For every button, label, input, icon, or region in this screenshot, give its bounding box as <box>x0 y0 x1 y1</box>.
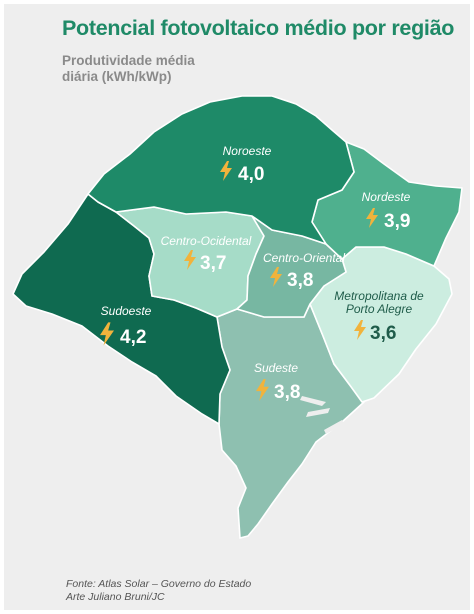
subtitle-line-1: Produtividade média <box>62 53 195 68</box>
label-sudeste: Sudeste 3,8 <box>254 361 300 403</box>
region-name: Metropolitana de <box>334 289 424 303</box>
region-name: Noroeste <box>223 144 272 158</box>
label-noroeste: Noroeste 4,0 <box>220 144 272 185</box>
region-value: 4,0 <box>238 164 264 185</box>
subtitle-line-2: diária (kWh/kWp) <box>62 69 172 84</box>
label-metropolitana: Metropolitana de Porto Alegre 3,6 <box>334 289 424 344</box>
label-sudoeste: Sudoeste 4,2 <box>100 304 152 348</box>
region-name: Nordeste <box>362 190 411 204</box>
coastal-wetland-marks <box>300 396 344 434</box>
infographic-card: Potencial fotovoltaico médio por região … <box>4 4 470 610</box>
label-centro-oriental: Centro-Oriental 3,8 <box>263 251 345 291</box>
region-value: 3,8 <box>287 270 313 291</box>
region-name-line-2: Porto Alegre <box>346 302 413 316</box>
region-name: Centro-Oriental <box>263 251 345 265</box>
region-value: 3,8 <box>274 382 300 403</box>
region-name: Sudoeste <box>101 304 152 318</box>
source-text: Fonte: Atlas Solar – Governo do Estado <box>66 578 252 590</box>
page-title: Potencial fotovoltaico médio por região <box>62 16 455 40</box>
source-credit: Fonte: Atlas Solar – Governo do Estado A… <box>66 578 251 604</box>
region-name: Centro-Ocidental <box>161 234 252 248</box>
region-value: 4,2 <box>120 327 146 348</box>
credit-text: Arte Juliano Bruni/JC <box>66 591 165 603</box>
region-value: 3,7 <box>200 253 226 274</box>
map-subtitle: Produtividade média diária (kWh/kWp) <box>62 53 195 85</box>
region-value: 3,9 <box>384 211 410 232</box>
region-map: Noroeste 4,0 Nordeste 3,9 Centro-Ocident… <box>12 95 463 539</box>
region-noroeste[interactable] <box>87 95 355 245</box>
label-centro-ocidental: Centro-Ocidental 3,7 <box>161 234 252 274</box>
region-value: 3,6 <box>370 323 396 344</box>
region-name: Sudeste <box>254 361 298 375</box>
label-nordeste: Nordeste 3,9 <box>362 190 411 232</box>
